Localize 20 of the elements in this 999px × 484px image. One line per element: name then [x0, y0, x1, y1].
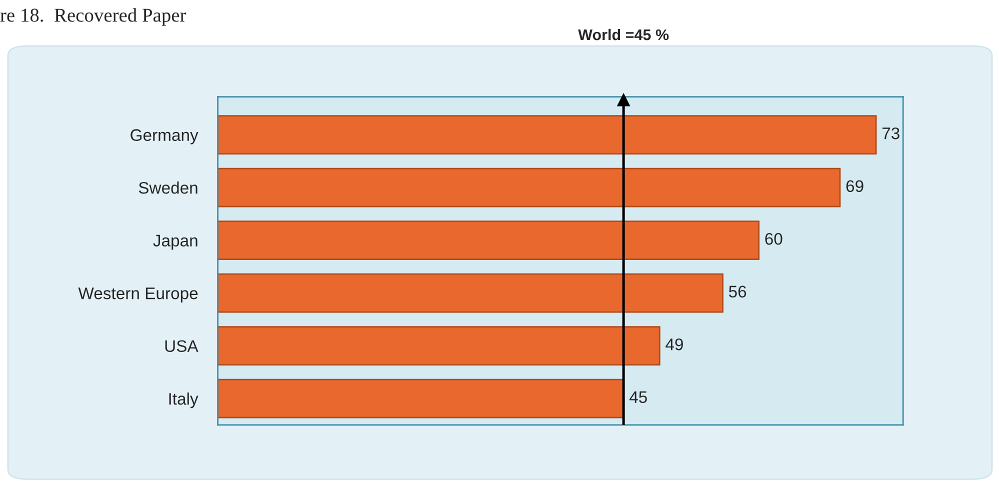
y-tick-label: USA [165, 340, 198, 352]
data-label: 60 [765, 232, 782, 245]
y-tick-label: Western Europe [78, 288, 198, 303]
y-tick-label: Italy [169, 392, 198, 408]
data-label: 69 [846, 180, 864, 192]
bar [218, 115, 877, 154]
bar [218, 220, 760, 260]
y-tick-label: Japan [153, 234, 198, 250]
chart-title: re 18. Recovered Paper [0, 8, 186, 26]
bar [218, 378, 624, 418]
y-tick-label: Sweden [138, 182, 198, 194]
data-label: 56 [728, 286, 746, 298]
bar [218, 273, 724, 313]
data-label: 45 [630, 391, 647, 404]
bar [218, 326, 660, 366]
bar [218, 168, 841, 208]
ref-line-label: World =45 % [578, 28, 669, 40]
y-tick-label: Germany [130, 129, 198, 144]
data-label: 49 [666, 338, 683, 350]
data-label: 73 [882, 127, 900, 140]
